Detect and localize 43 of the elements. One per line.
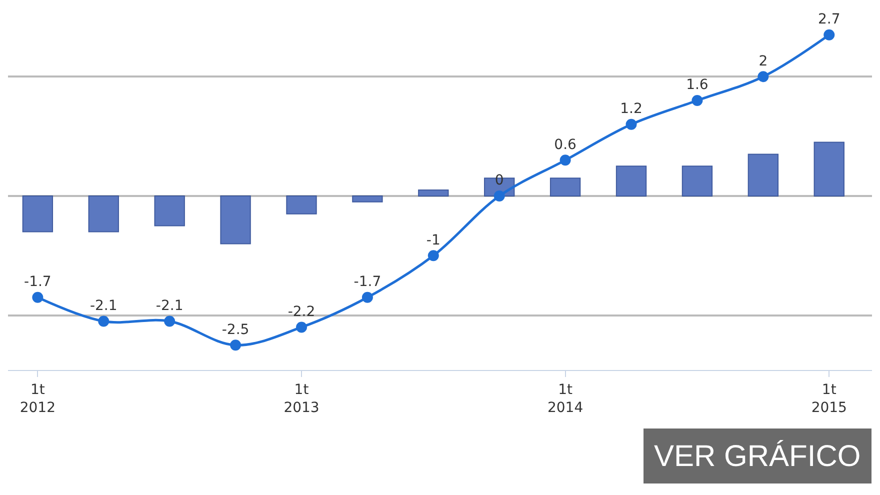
point	[164, 316, 176, 327]
bar	[814, 142, 844, 196]
data-label: -2.5	[222, 322, 250, 338]
bar	[286, 195, 317, 214]
data-label: -1.7	[354, 274, 382, 290]
bar	[88, 195, 119, 232]
point	[230, 340, 242, 351]
bar	[22, 195, 54, 232]
point	[560, 154, 571, 166]
point	[362, 292, 373, 303]
data-label: 0.6	[554, 136, 577, 153]
bar	[616, 166, 647, 196]
bar	[682, 166, 713, 196]
text: VER GRÁFICO	[654, 439, 861, 473]
x-tick-label: 1t 2014	[547, 382, 584, 416]
point	[494, 190, 505, 202]
bar	[550, 178, 581, 196]
x-tick-label: 1t 2013	[284, 382, 320, 416]
point	[758, 71, 769, 82]
point	[692, 95, 703, 106]
point	[626, 118, 637, 130]
point	[824, 29, 835, 40]
bar	[748, 154, 779, 196]
point	[428, 250, 439, 262]
x-tick-label: 1t 2012	[20, 382, 56, 416]
point	[98, 316, 110, 327]
bar	[220, 195, 251, 244]
data-label: 0	[494, 172, 504, 189]
data-label: -2.1	[90, 298, 118, 314]
bar	[352, 195, 383, 202]
data-label: -1	[426, 232, 440, 248]
x-tick-label: 1t 2015	[811, 382, 847, 416]
data-label: 1.2	[620, 100, 642, 117]
bar	[418, 190, 449, 196]
data-label: -2.2	[288, 304, 316, 320]
bar	[154, 195, 185, 226]
data-label: -2.1	[156, 298, 184, 314]
data-label: 2.7	[818, 12, 840, 28]
point	[296, 322, 307, 333]
data-label: 2	[758, 53, 768, 70]
data-label: -1.7	[24, 274, 52, 290]
data-label: 1.6	[686, 77, 708, 94]
point	[32, 292, 44, 303]
